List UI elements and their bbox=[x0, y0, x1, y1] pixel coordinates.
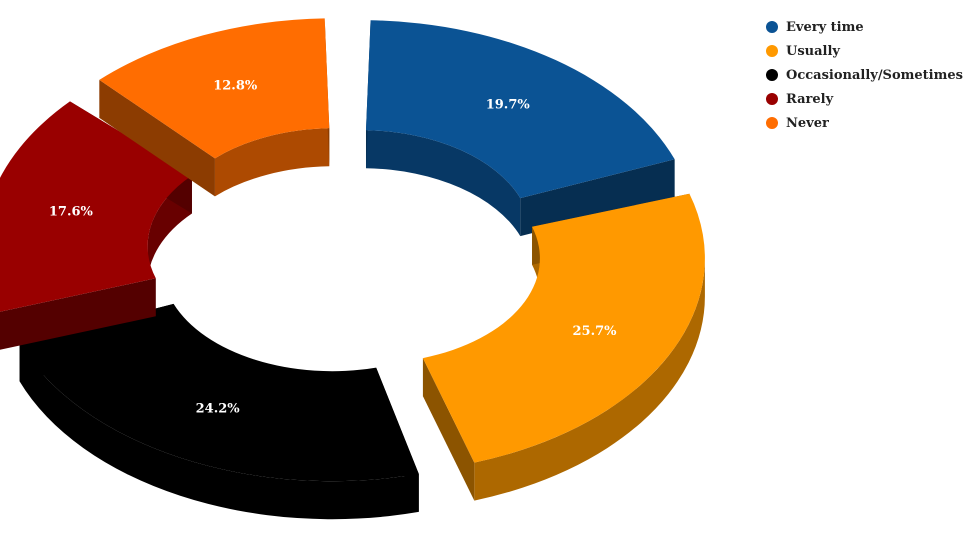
slice-value-label: 17.6% bbox=[49, 205, 94, 220]
slice-end-cap bbox=[422, 358, 475, 501]
legend-dot-icon bbox=[766, 117, 778, 129]
slice-value-label: 25.7% bbox=[573, 324, 618, 339]
legend-item[interactable]: Every time bbox=[766, 15, 963, 39]
slice-inner-wall bbox=[214, 128, 330, 197]
legend-item[interactable]: Never bbox=[766, 111, 963, 135]
slice-top-face bbox=[365, 20, 675, 199]
slice-outer-wall bbox=[19, 343, 419, 520]
slice-end-cap bbox=[0, 278, 156, 350]
slice-top-face bbox=[0, 101, 192, 312]
legend-item[interactable]: Usually bbox=[766, 39, 963, 63]
legend-label: Never bbox=[786, 115, 829, 131]
legend-dot-icon bbox=[766, 21, 778, 33]
legend-dot-icon bbox=[766, 69, 778, 81]
slice-end-cap bbox=[520, 159, 675, 237]
slice-top-face bbox=[19, 303, 419, 482]
slice-usually bbox=[422, 193, 705, 501]
slice-top-face bbox=[99, 18, 330, 159]
slice-outer-wall bbox=[474, 258, 705, 501]
legend-dot-icon bbox=[766, 45, 778, 57]
slice-end-cap bbox=[99, 79, 215, 197]
slice-rarely bbox=[0, 101, 192, 350]
slice-occasionally-sometimes bbox=[19, 303, 419, 520]
slice-value-label: 24.2% bbox=[196, 401, 241, 416]
slice-every-time bbox=[365, 20, 675, 237]
legend-dot-icon bbox=[766, 93, 778, 105]
slice-top-face bbox=[422, 193, 705, 463]
slice-never bbox=[99, 18, 330, 197]
legend-label: Occasionally/Sometimes bbox=[786, 67, 963, 83]
slice-value-label: 12.8% bbox=[213, 79, 258, 94]
legend-label: Every time bbox=[786, 19, 864, 35]
legend-item[interactable]: Occasionally/Sometimes bbox=[766, 63, 963, 87]
chart-legend: Every time Usually Occasionally/Sometimes R… bbox=[766, 15, 963, 135]
slice-value-label: 19.7% bbox=[486, 97, 531, 112]
legend-label: Usually bbox=[786, 43, 840, 59]
slice-inner-wall bbox=[365, 130, 521, 237]
legend-item[interactable]: Rarely bbox=[766, 87, 963, 111]
legend-label: Rarely bbox=[786, 91, 834, 107]
